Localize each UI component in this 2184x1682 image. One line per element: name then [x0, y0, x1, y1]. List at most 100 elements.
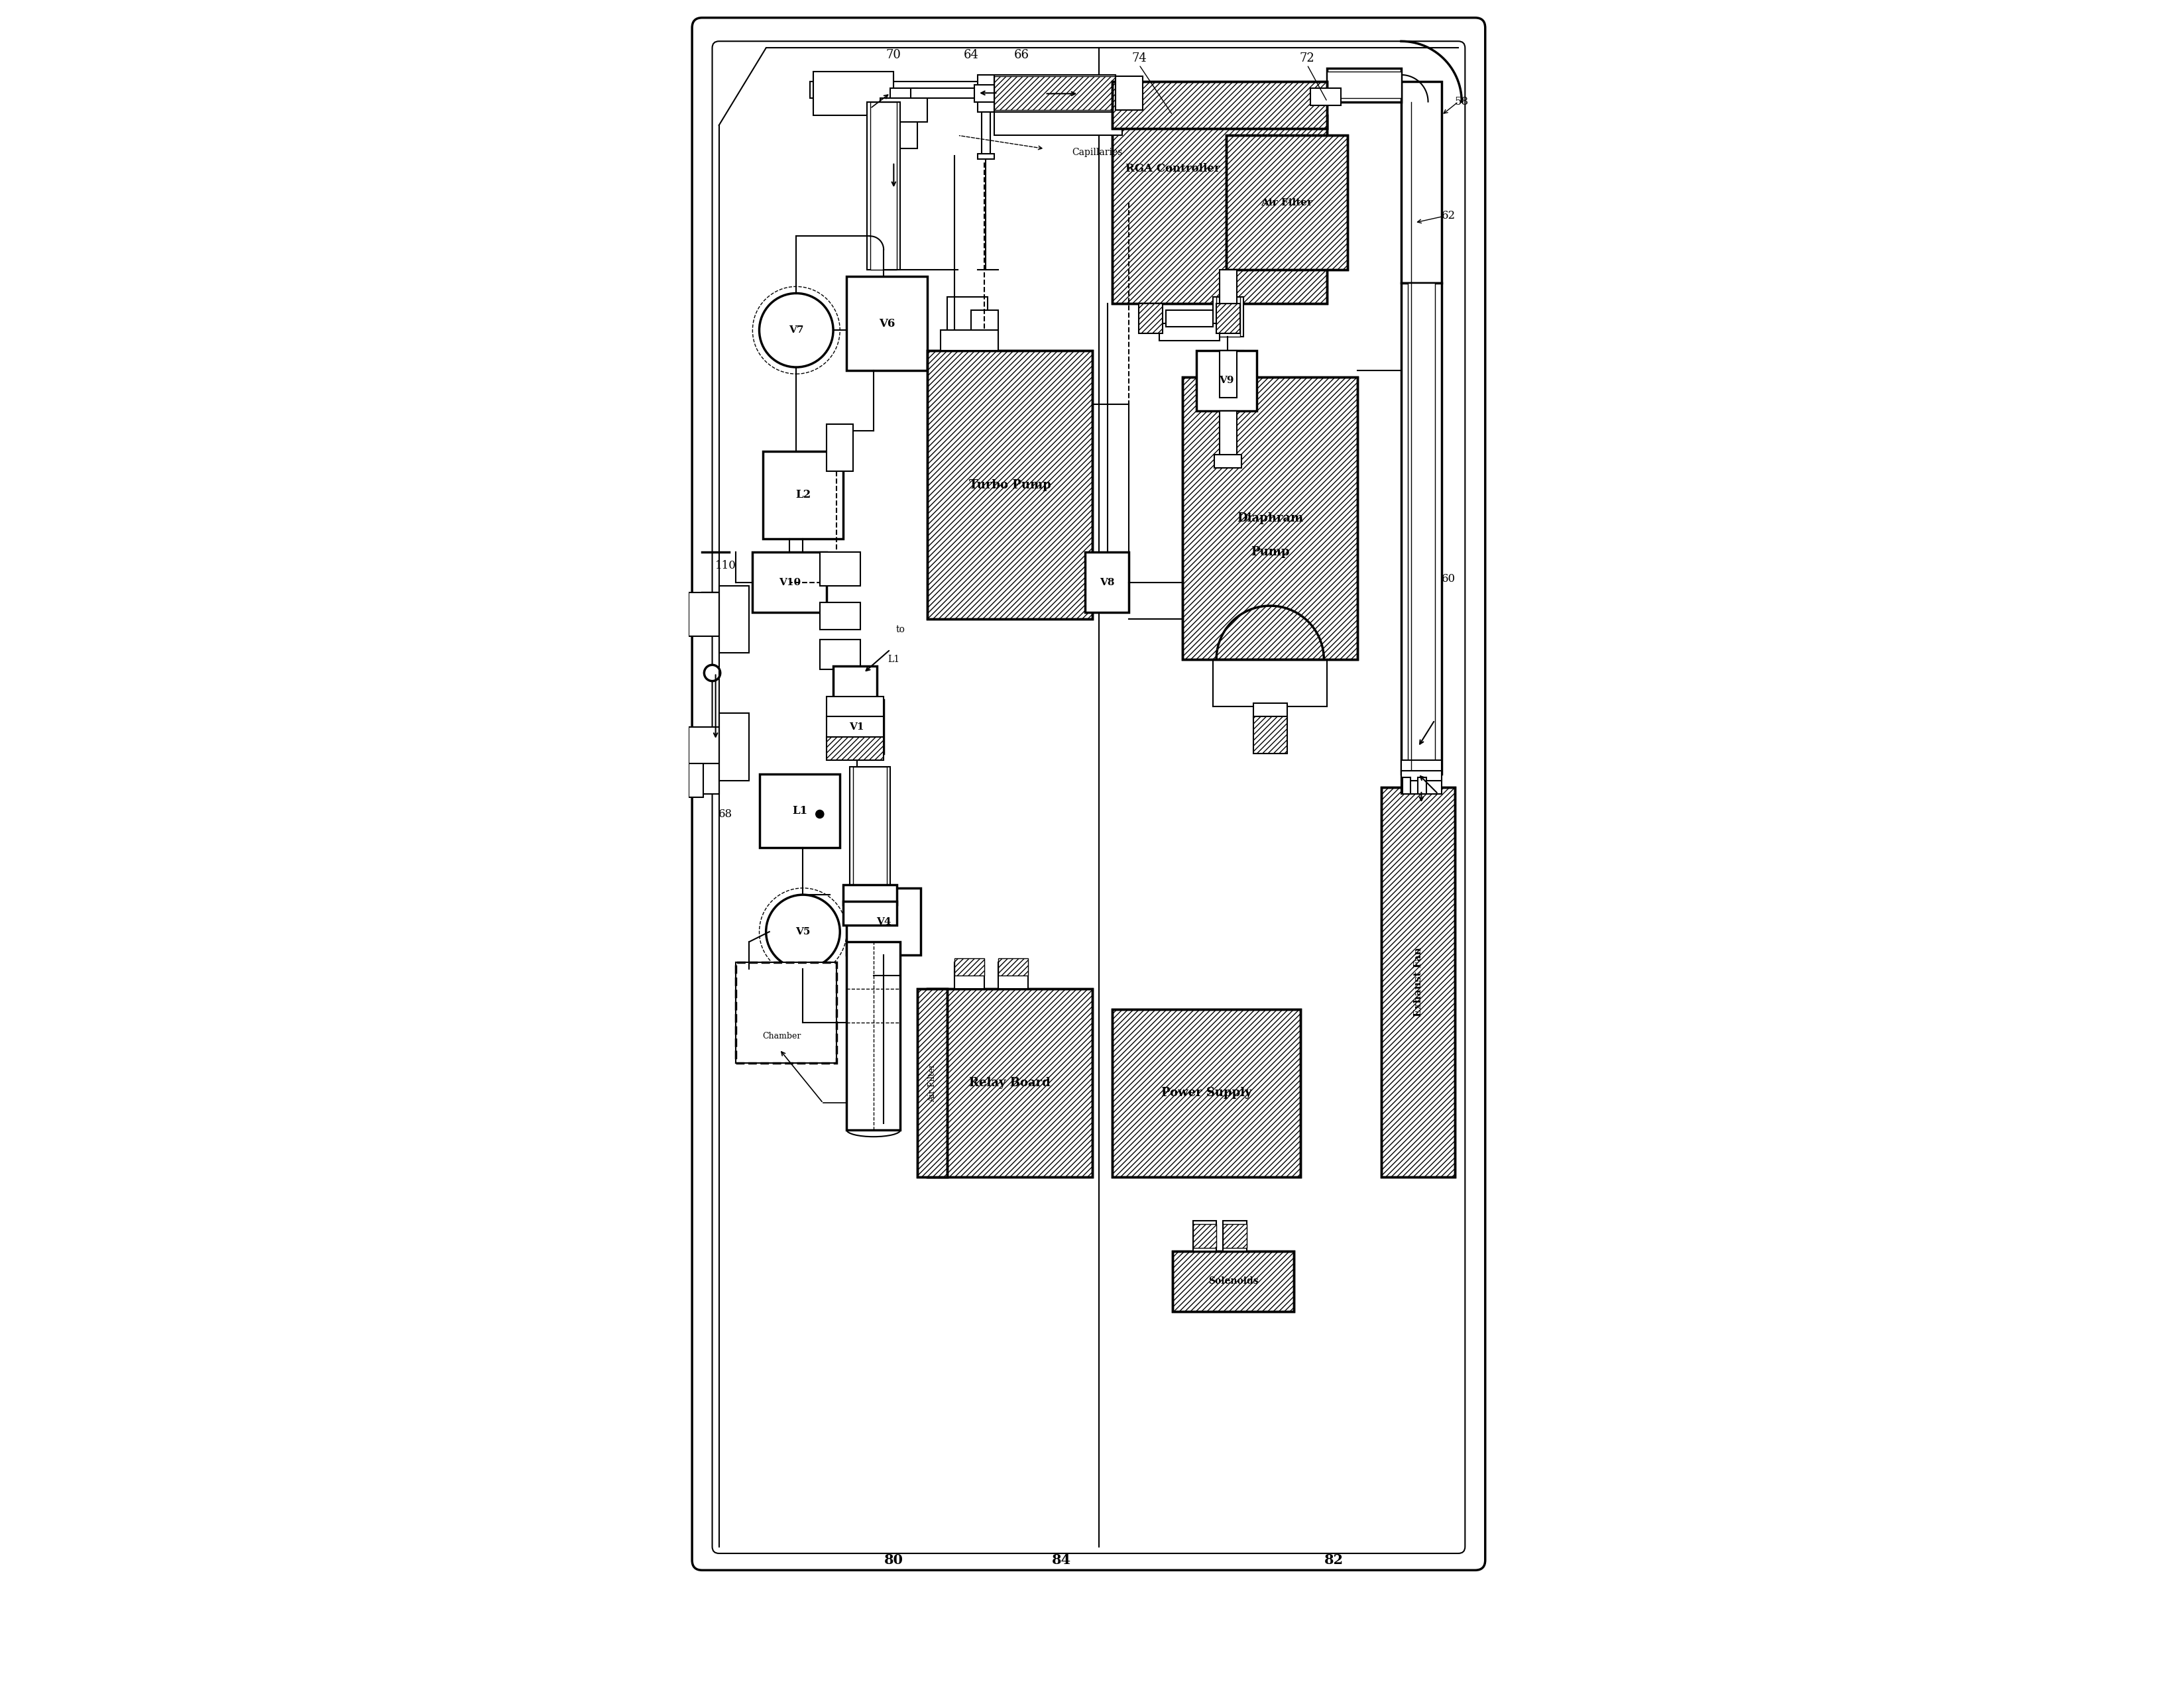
Bar: [1112, 1009, 1299, 1177]
Bar: [880, 98, 928, 121]
Bar: [826, 424, 854, 471]
Ellipse shape: [847, 1124, 900, 1137]
Text: L2: L2: [795, 489, 810, 501]
Bar: [1116, 76, 1142, 109]
Bar: [688, 592, 723, 636]
Text: V1: V1: [850, 722, 865, 732]
Text: RGA Controller: RGA Controller: [1125, 163, 1221, 175]
Bar: [1085, 552, 1129, 612]
Bar: [1402, 770, 1441, 780]
Text: V7: V7: [788, 326, 804, 335]
Text: Relay Board: Relay Board: [970, 1076, 1051, 1088]
Bar: [994, 74, 1116, 111]
Text: Pump: Pump: [1251, 547, 1289, 558]
Bar: [867, 101, 900, 269]
Circle shape: [817, 811, 823, 817]
Bar: [819, 552, 860, 585]
Text: Air Filter: Air Filter: [1260, 198, 1313, 207]
Text: 74: 74: [1131, 52, 1147, 64]
Text: 84: 84: [1053, 1554, 1072, 1566]
Bar: [1227, 135, 1348, 269]
Bar: [1223, 1224, 1247, 1248]
Bar: [819, 602, 860, 629]
Circle shape: [767, 895, 841, 969]
Text: V4: V4: [876, 917, 891, 927]
Bar: [972, 309, 998, 350]
Bar: [1184, 377, 1358, 659]
Text: V9: V9: [1219, 377, 1234, 385]
Bar: [1166, 309, 1212, 326]
Bar: [843, 885, 898, 905]
Text: Exhaust Fan: Exhaust Fan: [1413, 947, 1424, 1018]
Bar: [819, 639, 860, 669]
Bar: [1402, 283, 1441, 774]
Bar: [911, 87, 1011, 98]
Bar: [826, 717, 885, 740]
Text: 62: 62: [1441, 210, 1455, 222]
Text: Capillaries: Capillaries: [1072, 148, 1123, 156]
Bar: [834, 666, 878, 700]
Bar: [1216, 296, 1241, 336]
Bar: [688, 760, 703, 797]
Bar: [1212, 296, 1243, 336]
Bar: [1409, 283, 1435, 774]
Bar: [736, 962, 836, 1063]
Bar: [1219, 269, 1236, 303]
Bar: [994, 111, 1123, 135]
Text: V5: V5: [795, 927, 810, 937]
Text: 82: 82: [1324, 1554, 1343, 1566]
Bar: [1184, 377, 1358, 659]
Bar: [1216, 303, 1241, 333]
Bar: [983, 111, 992, 155]
Bar: [1402, 777, 1411, 794]
Bar: [978, 153, 994, 158]
Bar: [917, 989, 948, 1177]
Bar: [1254, 717, 1286, 754]
Bar: [928, 350, 1092, 619]
Text: V10: V10: [778, 577, 802, 587]
Bar: [891, 87, 917, 148]
Bar: [847, 276, 928, 370]
Bar: [847, 888, 922, 955]
Bar: [1140, 303, 1162, 333]
Circle shape: [703, 664, 721, 681]
Bar: [762, 451, 843, 538]
Bar: [1112, 1009, 1299, 1177]
Bar: [1112, 114, 1328, 303]
FancyBboxPatch shape: [692, 19, 1485, 1571]
Text: V6: V6: [878, 318, 895, 330]
Bar: [753, 552, 826, 612]
Bar: [1402, 760, 1441, 794]
Text: Diaphram: Diaphram: [1236, 513, 1304, 525]
Text: Solenoids: Solenoids: [1208, 1277, 1258, 1285]
Bar: [1160, 323, 1219, 340]
Bar: [1328, 72, 1402, 98]
Bar: [812, 72, 893, 114]
Bar: [869, 101, 898, 269]
Bar: [994, 76, 1116, 109]
Bar: [1417, 777, 1426, 794]
Bar: [978, 74, 994, 111]
Bar: [701, 764, 719, 794]
Text: 70: 70: [887, 49, 902, 61]
Ellipse shape: [847, 935, 900, 949]
Bar: [1112, 81, 1328, 128]
Bar: [812, 74, 893, 108]
Text: Power Supply: Power Supply: [1162, 1087, 1251, 1098]
Bar: [917, 989, 948, 1177]
Bar: [1402, 81, 1441, 283]
Circle shape: [760, 293, 834, 367]
Text: Air Filter: Air Filter: [928, 1063, 937, 1102]
Bar: [998, 959, 1029, 976]
Bar: [1310, 87, 1341, 104]
Bar: [1219, 350, 1236, 397]
Bar: [1380, 787, 1455, 1177]
Bar: [1214, 454, 1241, 468]
Bar: [736, 962, 836, 1063]
Bar: [688, 727, 723, 764]
Text: V8: V8: [1101, 577, 1114, 587]
Text: 68: 68: [719, 809, 732, 819]
Bar: [830, 700, 885, 754]
Bar: [1173, 1251, 1293, 1312]
Bar: [854, 767, 887, 888]
